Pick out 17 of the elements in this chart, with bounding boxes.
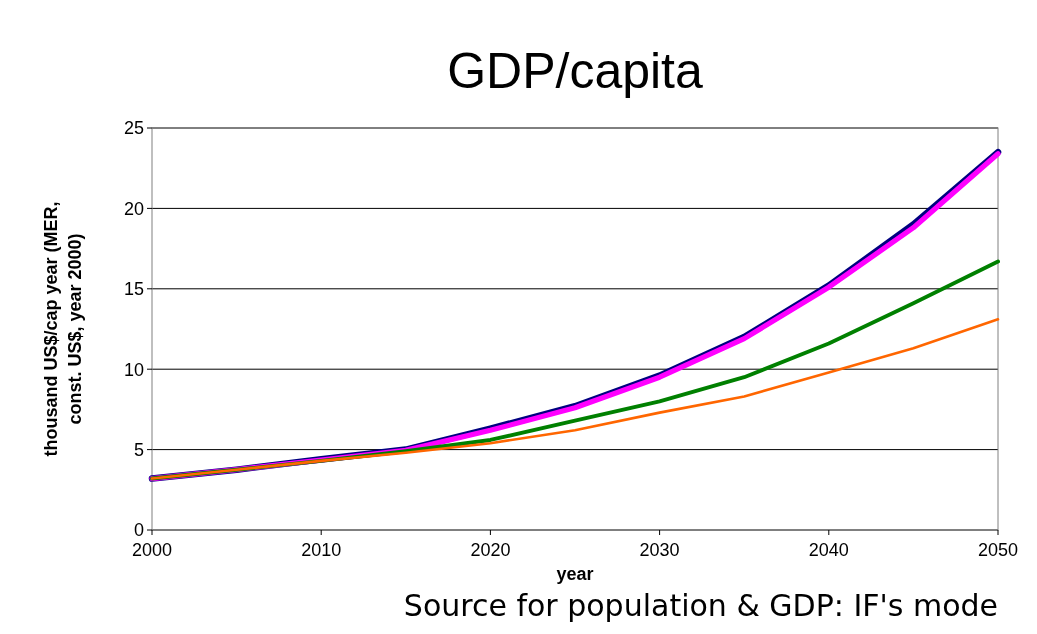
x-tick-label: 2000 xyxy=(131,540,173,560)
y-tick-label: 25 xyxy=(123,118,144,139)
chart-title: GDP/capita xyxy=(447,43,704,99)
x-tick-label: 2040 xyxy=(808,540,849,560)
x-axis-title: year xyxy=(556,564,594,584)
y-tick-label: 20 xyxy=(123,198,144,219)
y-tick-label: 15 xyxy=(123,279,144,300)
source-note: Source for population & GDP: IF's mode xyxy=(403,588,998,623)
line-series xyxy=(150,318,1000,480)
x-tick-label: 2030 xyxy=(639,540,680,560)
y-axis-title: thousand US$/cap year (MER, const. US$, year 2000) xyxy=(41,201,85,457)
y-tick-label: 5 xyxy=(133,439,144,460)
x-tick-label: 2020 xyxy=(470,540,511,560)
y-tick-label: 10 xyxy=(123,359,144,380)
x-tick-label: 2050 xyxy=(977,540,1019,560)
y-tick-label: 0 xyxy=(133,520,144,541)
x-tick-label: 2010 xyxy=(301,540,342,560)
